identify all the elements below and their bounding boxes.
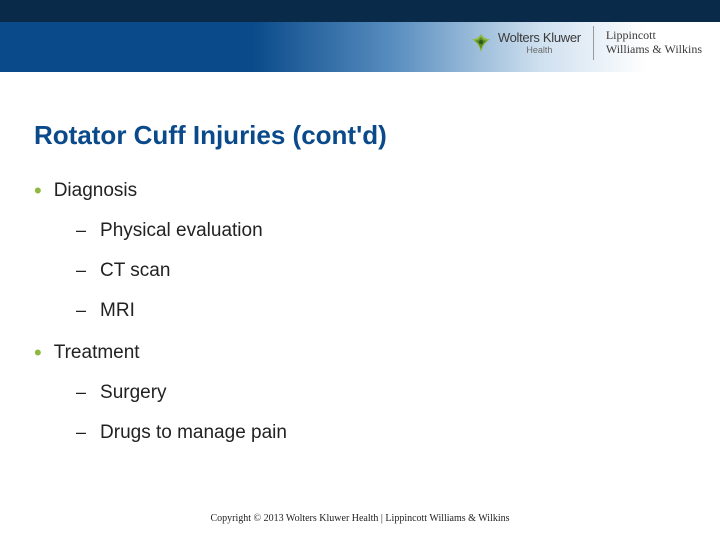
sub-surgery: – Surgery bbox=[76, 382, 686, 404]
brand-divider bbox=[593, 26, 594, 60]
header-dark-bar bbox=[0, 0, 720, 22]
slide: Wolters Kluwer Health Lippincott William… bbox=[0, 0, 720, 540]
brand-company-sub: Health bbox=[498, 46, 581, 55]
brand-partner-line1: Lippincott bbox=[606, 29, 702, 43]
bullet-diagnosis-label: Diagnosis bbox=[54, 180, 137, 202]
brand-block: Wolters Kluwer Health Lippincott William… bbox=[470, 26, 702, 60]
brand-wk-text: Wolters Kluwer Health bbox=[498, 31, 581, 55]
brand-left: Wolters Kluwer Health bbox=[470, 31, 581, 55]
bullet-treatment: • Treatment bbox=[34, 340, 686, 364]
sub-drugs: – Drugs to manage pain bbox=[76, 422, 686, 444]
dash-icon: – bbox=[76, 300, 86, 321]
sub-mri: – MRI bbox=[76, 300, 686, 322]
brand-partner: Lippincott Williams & Wilkins bbox=[606, 29, 702, 57]
sub-ct-label: CT scan bbox=[100, 260, 170, 282]
brand-company: Wolters Kluwer bbox=[498, 31, 581, 44]
dash-icon: – bbox=[76, 422, 86, 443]
sub-phys-label: Physical evaluation bbox=[100, 220, 263, 242]
sub-surgery-label: Surgery bbox=[100, 382, 167, 404]
bullet-icon: • bbox=[34, 342, 42, 364]
bullet-treatment-label: Treatment bbox=[54, 342, 140, 364]
dash-icon: – bbox=[76, 260, 86, 281]
header: Wolters Kluwer Health Lippincott William… bbox=[0, 0, 720, 72]
content: • Diagnosis – Physical evaluation – CT s… bbox=[34, 178, 686, 462]
page-title: Rotator Cuff Injuries (cont'd) bbox=[34, 120, 387, 151]
wk-logo-icon bbox=[470, 32, 492, 54]
footer-copyright: Copyright © 2013 Wolters Kluwer Health |… bbox=[0, 513, 720, 524]
sub-phys: – Physical evaluation bbox=[76, 220, 686, 242]
dash-icon: – bbox=[76, 220, 86, 241]
sub-mri-label: MRI bbox=[100, 300, 135, 322]
brand-partner-line2: Williams & Wilkins bbox=[606, 43, 702, 57]
bullet-icon: • bbox=[34, 180, 42, 202]
dash-icon: – bbox=[76, 382, 86, 403]
sub-drugs-label: Drugs to manage pain bbox=[100, 422, 287, 444]
bullet-diagnosis: • Diagnosis bbox=[34, 178, 686, 202]
sub-ct: – CT scan bbox=[76, 260, 686, 282]
